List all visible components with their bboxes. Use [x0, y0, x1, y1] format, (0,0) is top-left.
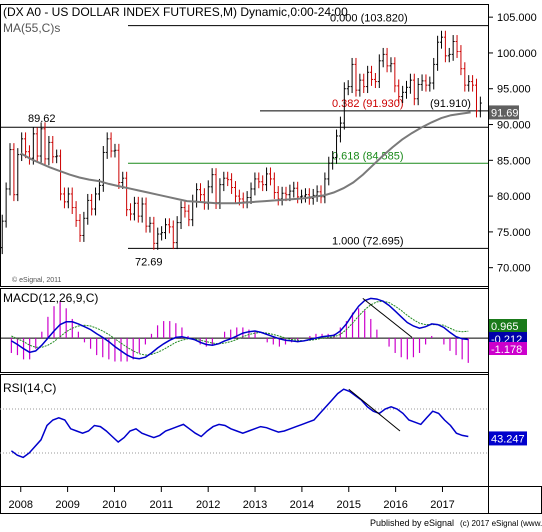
- last-price-label: 91.691: [491, 107, 525, 119]
- x-tick-label: 2009: [55, 499, 79, 511]
- x-axis: 2008 2009 2010 2011 2012 2013 2014 2015 2016 2017: [9, 486, 455, 511]
- price-panel-frame: [0, 4, 489, 287]
- x-tick-label: 2008: [9, 499, 33, 511]
- fib-label: 0.000 (103.820): [330, 13, 408, 25]
- x-tick-label: 2015: [337, 499, 361, 511]
- macd-badge: [489, 332, 527, 345]
- macd-badge-label: -1.178: [491, 344, 522, 356]
- price-chart-title: (DX A0 - US DOLLAR INDEX FUTURES,M) Dyna…: [3, 5, 348, 19]
- x-tick-label: 2010: [102, 499, 126, 511]
- rsi-panel: 43.247: [0, 388, 527, 459]
- macd-badge-label: 0.965: [491, 321, 519, 333]
- fib-label: 0.382 (91.930): [332, 98, 404, 110]
- macd-trendline: [362, 297, 413, 338]
- rsi-panel-title: RSI(14,C): [3, 381, 56, 395]
- fib-label: 0.618 (84.585): [332, 150, 404, 162]
- ma-55-line: [20, 111, 471, 205]
- y-tick-label: 75.000: [497, 227, 531, 239]
- y-tick-label: 90.000: [497, 120, 531, 132]
- y-tick-label: 105.000: [497, 12, 537, 24]
- rsi-panel-frame: [0, 374, 489, 487]
- xaxis-frame: [0, 486, 542, 514]
- rsi-line: [10, 388, 469, 459]
- esignal-watermark: © eSignal, 2011: [12, 276, 62, 284]
- macd-panel-title: MACD(12,26,9,C): [3, 291, 98, 305]
- macd-signal-line: [11, 300, 469, 356]
- footer-copyright: (c) 2017 eSignal (www.esignal.com): [460, 519, 542, 528]
- y-tick-label: 100.000: [497, 48, 537, 60]
- rsi-badge: [489, 431, 527, 446]
- fib-side-label: (91.910): [430, 98, 471, 110]
- rsi-badge-label: 43.247: [491, 433, 525, 445]
- x-tick-label: 2012: [196, 499, 220, 511]
- price-panel: 70.000 75.000 80.000 85.000 90.000 95.000 100.…: [0, 12, 537, 275]
- last-price-badge: [489, 105, 519, 120]
- resistance-label: 89.62: [28, 113, 56, 125]
- x-tick-label: 2017: [430, 499, 454, 511]
- y-tick-label: 95.000: [497, 84, 531, 96]
- rsi-trendline: [348, 388, 401, 432]
- fib-label: 1.000 (72.695): [332, 235, 404, 247]
- footer-published-label: Published by eSignal: [370, 518, 454, 528]
- macd-badge: [489, 342, 527, 355]
- x-tick-label: 2013: [243, 499, 267, 511]
- y-tick-label: 80.000: [497, 191, 531, 203]
- macd-line: [11, 297, 469, 360]
- x-tick-label: 2014: [290, 499, 314, 511]
- macd-badge: [489, 319, 527, 332]
- y-tick-label: 70.000: [497, 263, 531, 275]
- y-tick-label: 85.000: [497, 155, 531, 167]
- macd-panel: 0.965-0.212-1.178: [0, 297, 527, 363]
- ma-indicator-label: MA(55,C)s: [3, 21, 60, 35]
- x-tick-label: 2011: [149, 499, 173, 511]
- x-tick-label: 2016: [383, 499, 407, 511]
- support-label: 72.69: [135, 256, 163, 268]
